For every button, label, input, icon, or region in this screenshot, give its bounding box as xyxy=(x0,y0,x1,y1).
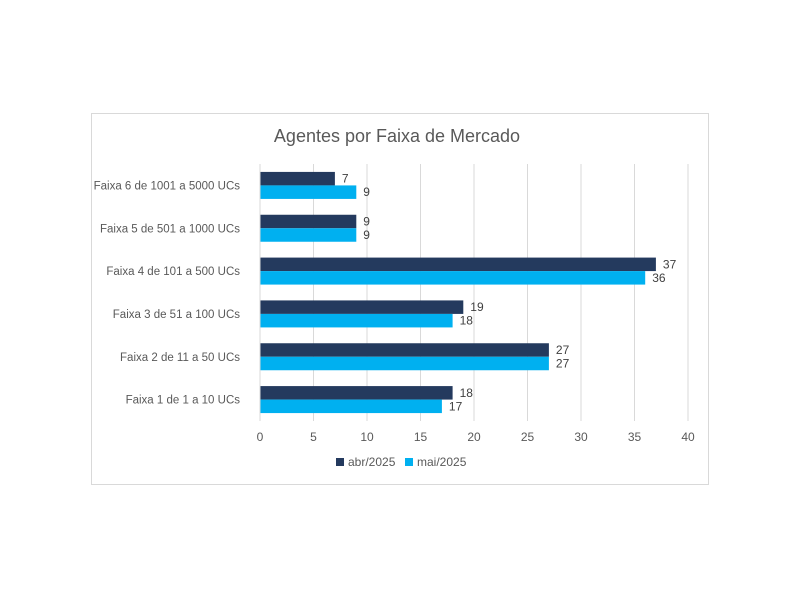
bar xyxy=(260,271,646,285)
data-label: 37 xyxy=(663,257,677,271)
category-label: Faixa 5 de 501 a 1000 UCs xyxy=(100,223,240,235)
bar xyxy=(260,228,357,242)
bar xyxy=(260,356,549,371)
data-label: 27 xyxy=(556,357,570,371)
data-label: 36 xyxy=(652,271,666,285)
legend: abr/2025 mai/2025 xyxy=(336,455,467,469)
bar xyxy=(260,257,656,272)
data-label: 27 xyxy=(556,343,570,357)
bar xyxy=(260,214,357,229)
bar xyxy=(260,300,464,314)
legend-label: abr/2025 xyxy=(348,455,396,469)
category-label: Faixa 1 de 1 a 10 UCs xyxy=(126,395,241,407)
data-label: 17 xyxy=(449,399,463,413)
x-tick-label: 5 xyxy=(310,430,317,444)
x-tick-label: 30 xyxy=(574,430,588,444)
x-tick-label: 15 xyxy=(414,430,428,444)
bar xyxy=(260,343,549,357)
data-label: 18 xyxy=(460,314,474,328)
legend-swatch xyxy=(405,458,413,466)
data-label: 7 xyxy=(342,172,349,186)
chart-title: Agentes por Faixa de Mercado xyxy=(274,126,520,146)
data-label: 18 xyxy=(460,386,474,400)
x-tick-label: 10 xyxy=(360,430,374,444)
data-label: 9 xyxy=(363,215,370,229)
bar xyxy=(260,185,357,199)
x-tick-label: 40 xyxy=(681,430,695,444)
data-label: 19 xyxy=(470,300,484,314)
x-tick-label: 35 xyxy=(628,430,642,444)
chart-frame: Agentes por Faixa de Mercado 7 9 9 9 37 36 19 1… xyxy=(91,113,709,485)
x-tick-label: 0 xyxy=(257,430,264,444)
bars xyxy=(260,171,656,414)
axes: 0 5 10 15 20 25 30 35 40 Faixa 6 de 1001 a 5000 U… xyxy=(94,164,695,444)
bar xyxy=(260,399,442,414)
data-label: 9 xyxy=(363,185,370,199)
category-label: Faixa 6 de 1001 a 5000 UCs xyxy=(94,180,241,192)
bar-chart: Agentes por Faixa de Mercado 79993736191… xyxy=(94,126,695,469)
legend-swatch xyxy=(336,458,344,466)
bar xyxy=(260,313,453,328)
gridlines xyxy=(313,164,689,421)
category-label: Faixa 4 de 101 a 500 UCs xyxy=(106,266,240,278)
x-tick-label: 25 xyxy=(521,430,535,444)
x-tick-label: 20 xyxy=(467,430,481,444)
category-label: Faixa 3 de 51 a 100 UCs xyxy=(113,309,240,321)
bar xyxy=(260,386,453,400)
bar xyxy=(260,171,335,186)
legend-label: mai/2025 xyxy=(417,455,467,469)
data-label: 9 xyxy=(363,228,370,242)
category-label: Faixa 2 de 11 a 50 UCs xyxy=(120,352,240,364)
